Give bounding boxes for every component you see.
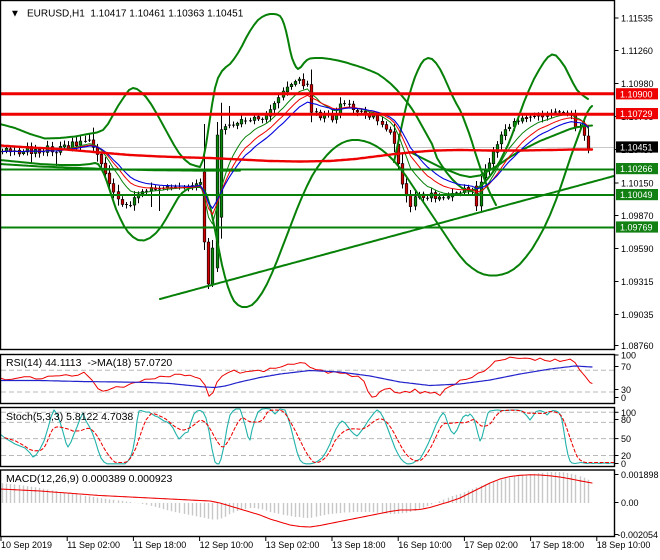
svg-text:18 Sep 10:00: 18 Sep 10:00 <box>597 540 651 550</box>
svg-text:0.00: 0.00 <box>621 498 639 508</box>
svg-text:1.10729: 1.10729 <box>620 109 653 119</box>
svg-text:1.11260: 1.11260 <box>621 46 653 56</box>
svg-text:▼: ▼ <box>10 9 20 20</box>
svg-text:20: 20 <box>621 451 631 461</box>
svg-text:16 Sep 10:00: 16 Sep 10:00 <box>398 540 452 550</box>
svg-text:1.10980: 1.10980 <box>621 79 654 89</box>
svg-text:11 Sep 18:00: 11 Sep 18:00 <box>133 540 186 550</box>
svg-text:100: 100 <box>621 351 636 361</box>
svg-text:1.09769: 1.09769 <box>620 223 653 233</box>
svg-text:EURUSD,H1 1.10417 1.10461 1.1: EURUSD,H1 1.10417 1.10461 1.10363 1.1045… <box>27 9 244 20</box>
svg-text:1.09870: 1.09870 <box>621 211 654 221</box>
svg-text:30: 30 <box>621 385 631 395</box>
svg-text:17 Sep 18:00: 17 Sep 18:00 <box>531 540 585 550</box>
svg-text:50: 50 <box>621 434 631 444</box>
svg-text:1.11535: 1.11535 <box>621 14 653 24</box>
svg-text:1.10900: 1.10900 <box>620 89 653 99</box>
svg-text:17 Sep 02:00: 17 Sep 02:00 <box>464 540 518 550</box>
svg-text:13 Sep 18:00: 13 Sep 18:00 <box>332 540 386 550</box>
svg-text:1.09035: 1.09035 <box>621 310 654 320</box>
svg-text:Stoch(5,3,3) 5.8122 4.7038: Stoch(5,3,3) 5.8122 4.7038 <box>6 411 133 423</box>
svg-text:1.08760: 1.08760 <box>621 341 654 351</box>
svg-text:1.09590: 1.09590 <box>621 244 654 254</box>
svg-text:12 Sep 10:00: 12 Sep 10:00 <box>200 540 254 550</box>
svg-text:1.10266: 1.10266 <box>620 164 653 174</box>
svg-text:RSI(14) 44.1113 ->MA(18) 57.0: RSI(14) 44.1113 ->MA(18) 57.0720 <box>6 357 172 369</box>
svg-text:80: 80 <box>621 415 631 425</box>
svg-text:MACD(12,26,9) 0.000389 0.00092: MACD(12,26,9) 0.000389 0.000923 <box>6 473 173 485</box>
svg-text:1.10150: 1.10150 <box>621 179 654 189</box>
svg-text:70: 70 <box>621 362 631 372</box>
svg-text:0: 0 <box>621 459 626 469</box>
svg-text:1.09315: 1.09315 <box>621 277 654 287</box>
svg-text:10 Sep 2019: 10 Sep 2019 <box>1 540 52 550</box>
svg-text:1.10451: 1.10451 <box>620 143 653 153</box>
svg-text:-0.002054: -0.002054 <box>618 530 659 540</box>
svg-text:11 Sep 02:00: 11 Sep 02:00 <box>67 540 120 550</box>
svg-text:13 Sep 02:00: 13 Sep 02:00 <box>266 540 320 550</box>
svg-text:100: 100 <box>621 408 636 418</box>
svg-text:0.001898: 0.001898 <box>621 470 659 480</box>
svg-text:1.10049: 1.10049 <box>620 190 653 200</box>
svg-text:0: 0 <box>621 393 626 403</box>
